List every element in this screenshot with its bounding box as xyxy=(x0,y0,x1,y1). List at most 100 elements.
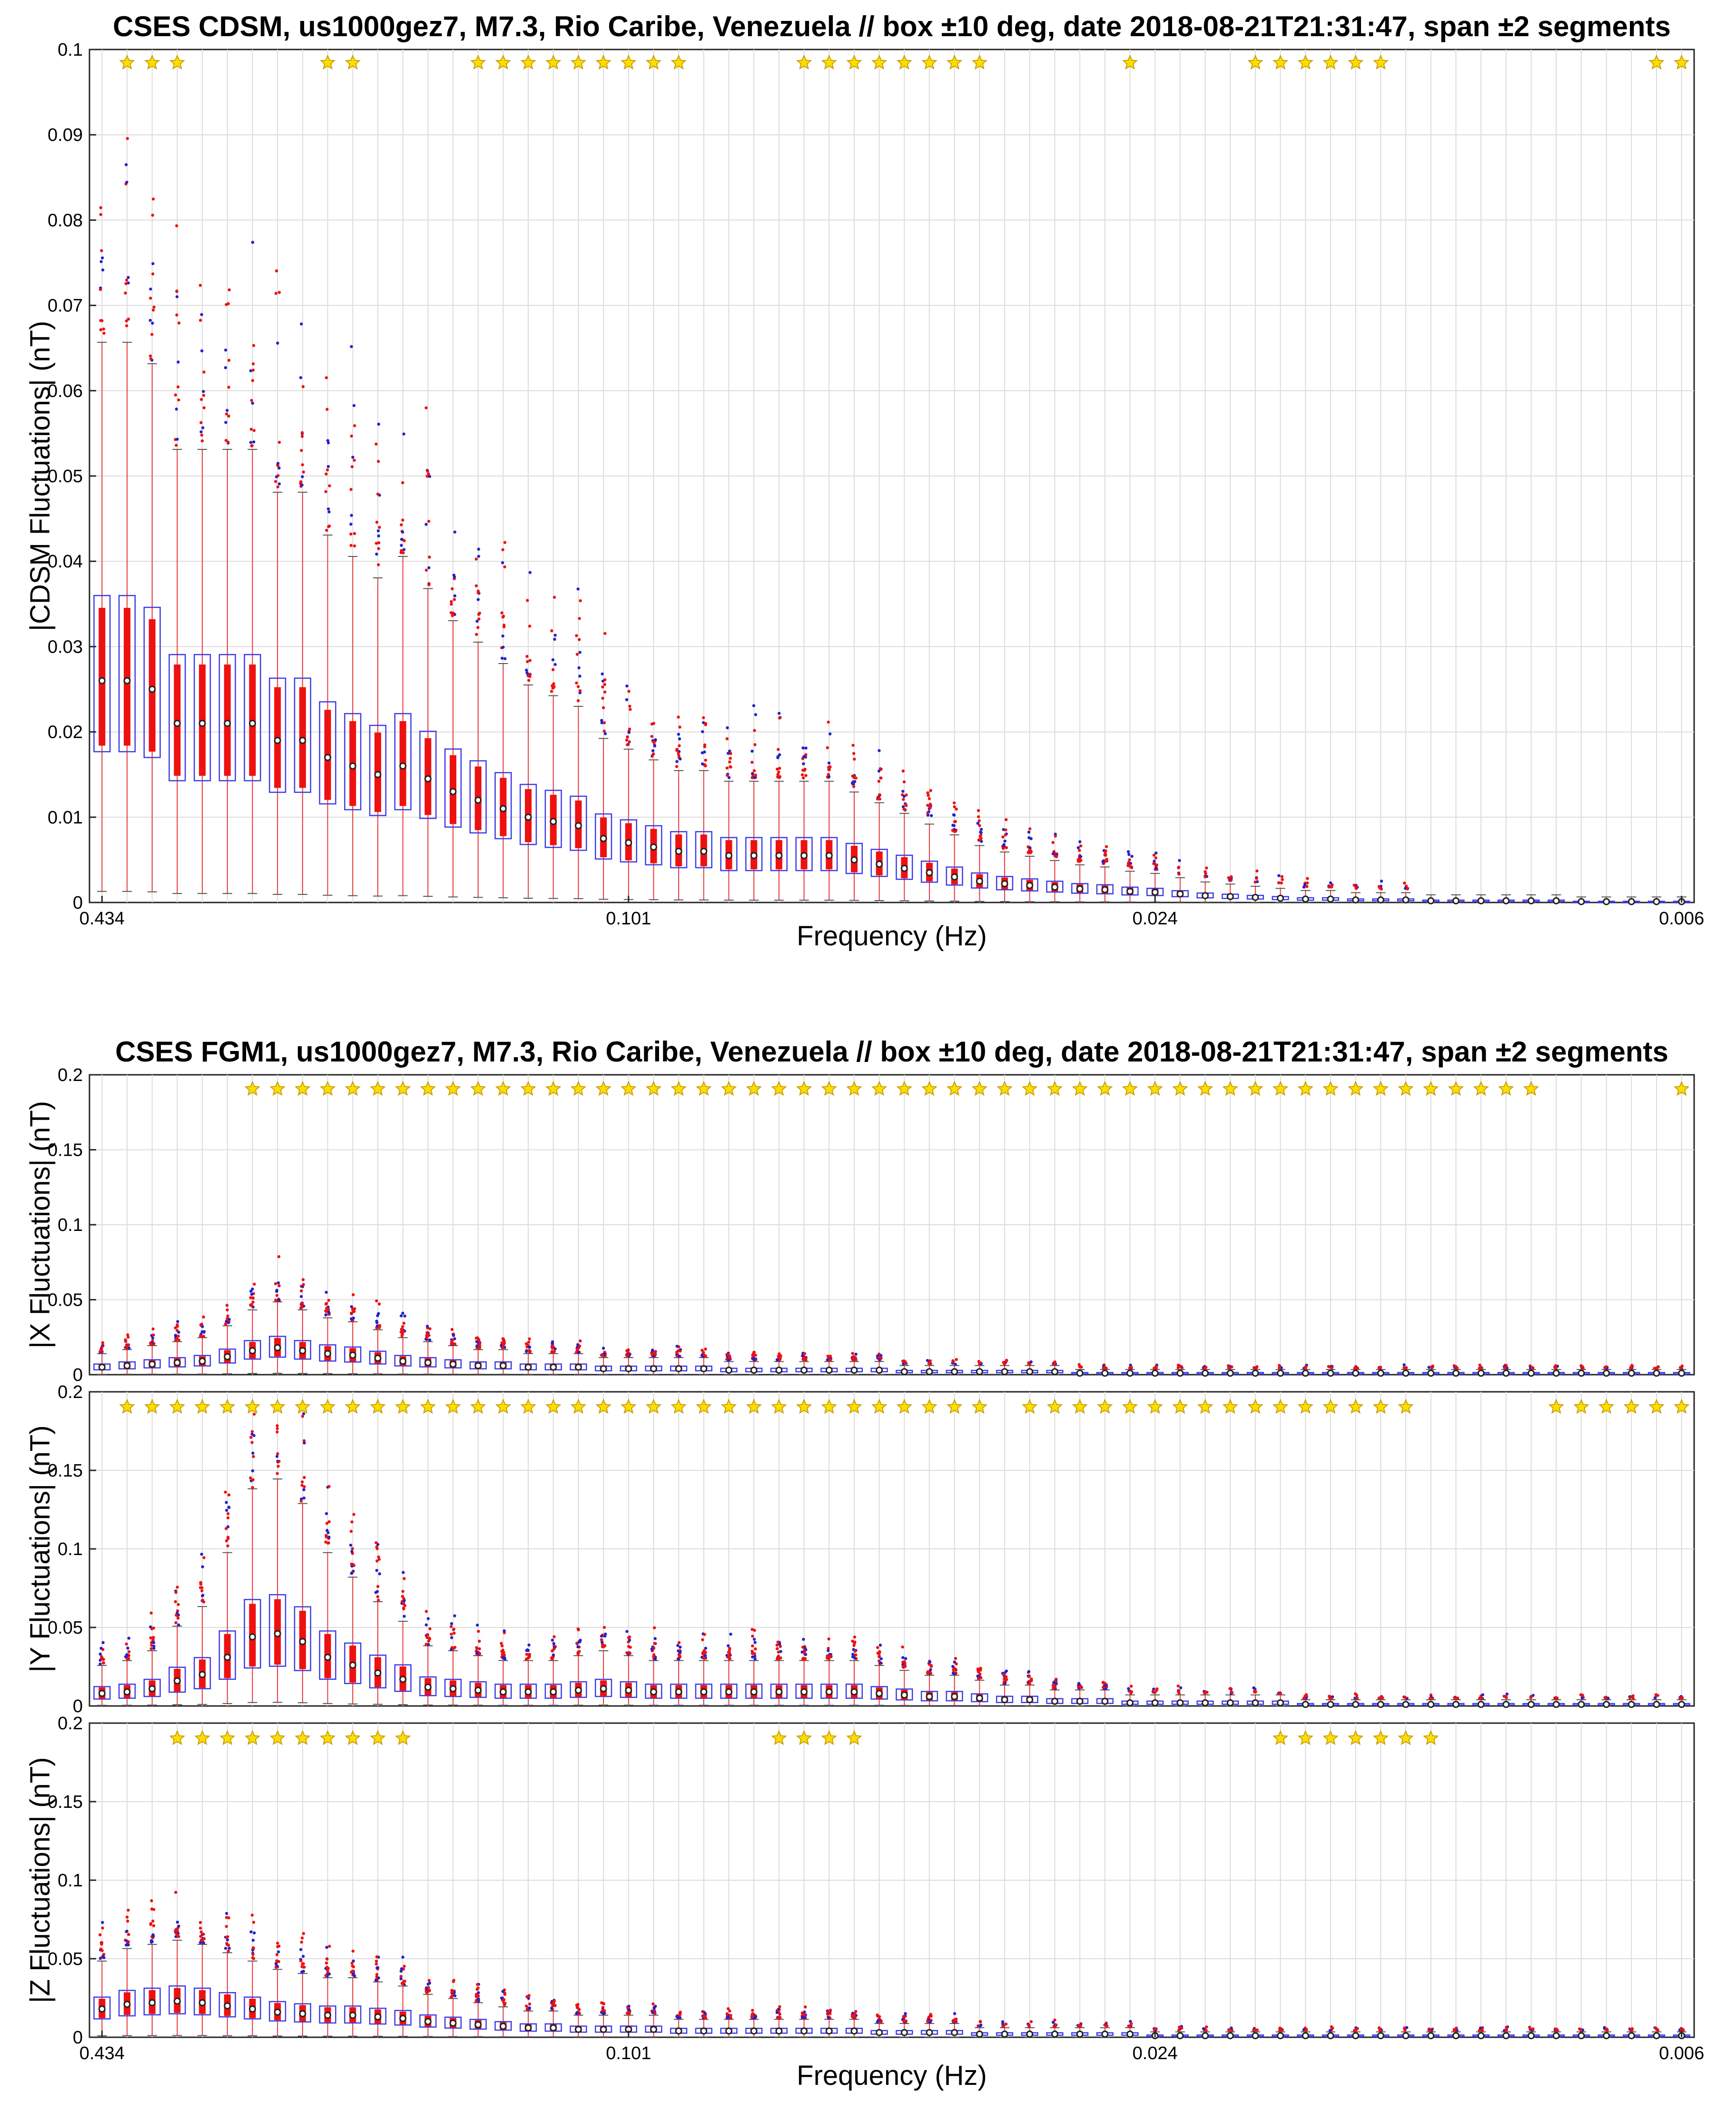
significance-star xyxy=(1272,54,1289,70)
median-marker xyxy=(474,796,482,804)
outlier-point xyxy=(524,1657,528,1661)
outlier-point xyxy=(1176,1366,1180,1369)
outlier-point xyxy=(1528,2025,1531,2029)
outlier-point xyxy=(303,1441,306,1445)
outlier-point xyxy=(802,1649,806,1653)
outlier-point xyxy=(251,240,255,244)
iqr-box xyxy=(143,1678,161,1697)
outlier-point xyxy=(728,1651,731,1655)
outlier-point xyxy=(1356,1367,1359,1370)
outlier-point xyxy=(675,1345,679,1348)
outlier-point xyxy=(249,369,253,373)
outlier-point xyxy=(852,2013,855,2017)
outlier-point xyxy=(779,1356,782,1359)
box-7 xyxy=(244,1282,261,1374)
y-tick-label: 0.15 xyxy=(48,1792,83,1812)
median-marker xyxy=(951,2029,958,2036)
median-marker xyxy=(499,2023,507,2030)
outlier-point xyxy=(325,376,328,379)
box-64 xyxy=(1673,1364,1690,1377)
significance-star xyxy=(1673,1081,1690,1096)
outlier-point xyxy=(1227,876,1230,880)
outlier-point xyxy=(629,708,632,711)
fgm-x-y-label: |X Fluctuations| (nT) xyxy=(25,1101,56,1348)
box-20 xyxy=(570,1339,587,1375)
significance-star xyxy=(1598,1398,1615,1414)
box-13 xyxy=(394,1571,412,1705)
outlier-point xyxy=(850,782,854,785)
median-marker xyxy=(1477,2032,1485,2040)
outlier-point xyxy=(402,1606,405,1610)
significance-star xyxy=(1072,1398,1088,1414)
outlier-point xyxy=(476,598,480,601)
outlier-point xyxy=(1228,2028,1232,2032)
median-marker xyxy=(123,2001,131,2008)
outlier-point xyxy=(729,2016,732,2020)
significance-star xyxy=(846,1730,862,1745)
significance-star xyxy=(1348,1081,1364,1096)
outlier-point xyxy=(1051,2021,1055,2024)
iqr-box xyxy=(193,654,211,782)
outlier-point xyxy=(475,1651,479,1655)
median-marker xyxy=(399,762,407,770)
outlier-point xyxy=(349,1543,353,1547)
outlier-point xyxy=(175,290,178,293)
median-marker xyxy=(1402,896,1410,904)
outlier-point xyxy=(725,773,729,777)
outlier-point xyxy=(551,1342,554,1346)
outlier-point xyxy=(377,547,380,550)
outlier-point xyxy=(1079,855,1083,858)
median-marker xyxy=(1678,1369,1686,1377)
outlier-point xyxy=(1555,2028,1558,2032)
outlier-point xyxy=(1278,1366,1281,1369)
x-tick-label: 0.434 xyxy=(79,909,125,929)
outlier-point xyxy=(1330,1366,1333,1370)
box-15 xyxy=(444,1979,462,2037)
outlier-point xyxy=(1054,834,1057,838)
box-56 xyxy=(1472,1693,1490,1708)
outlier-point xyxy=(149,357,153,361)
outlier-point xyxy=(527,679,531,682)
median-marker xyxy=(625,1365,632,1372)
significance-star xyxy=(871,1398,888,1414)
fgm-z-x-ticks: 0.434 0.101 0.024 0.006 xyxy=(79,2031,1704,2063)
box-2 xyxy=(118,1636,136,1706)
outlier-point xyxy=(775,1358,779,1361)
box-31 xyxy=(845,744,863,901)
outlier-point xyxy=(602,1645,605,1649)
outlier-point xyxy=(600,1640,604,1644)
median-marker xyxy=(1202,2032,1209,2040)
outlier-point xyxy=(902,2019,906,2023)
significance-star xyxy=(921,54,937,70)
outlier-point xyxy=(425,1335,429,1339)
outlier-point xyxy=(251,379,255,382)
outlier-point xyxy=(199,1934,202,1938)
median-marker xyxy=(1628,1701,1635,1708)
outlier-point xyxy=(800,2015,804,2019)
median-marker xyxy=(550,2024,557,2032)
box-57 xyxy=(1497,894,1515,904)
box-22 xyxy=(620,1630,637,1706)
outlier-point xyxy=(976,2024,980,2028)
outlier-point xyxy=(200,1589,204,1593)
outlier-point xyxy=(350,1572,353,1575)
outlier-point xyxy=(1631,1696,1635,1700)
outlier-point xyxy=(752,704,756,707)
significance-star xyxy=(269,1081,286,1096)
median-marker xyxy=(324,2012,332,2019)
outlier-point xyxy=(425,1325,429,1328)
box-54 xyxy=(1422,2027,1440,2040)
outlier-point xyxy=(678,1354,681,1358)
outlier-point xyxy=(700,1348,704,1352)
box-41 xyxy=(1096,1681,1114,1706)
iqr-box xyxy=(419,1676,437,1696)
outlier-point xyxy=(402,1329,405,1333)
iqr-box xyxy=(269,1336,286,1358)
outlier-point xyxy=(1179,1686,1183,1690)
outlier-point xyxy=(303,1476,306,1479)
outlier-point xyxy=(477,555,481,558)
outlier-point xyxy=(99,1646,103,1650)
box-52 xyxy=(1372,879,1390,904)
median-marker xyxy=(1452,897,1460,904)
outlier-point xyxy=(953,805,956,809)
